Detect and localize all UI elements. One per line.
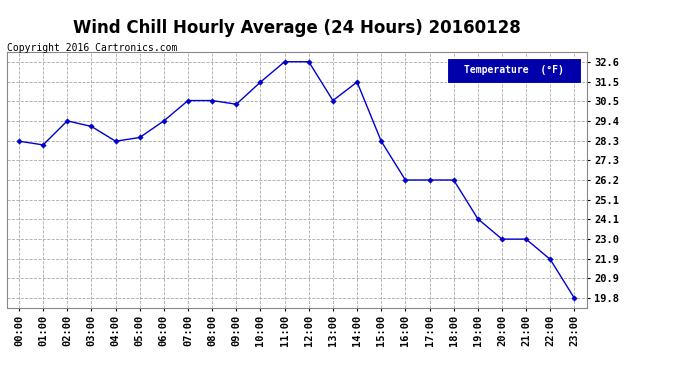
Text: Copyright 2016 Cartronics.com: Copyright 2016 Cartronics.com [7, 43, 177, 53]
Text: Wind Chill Hourly Average (24 Hours) 20160128: Wind Chill Hourly Average (24 Hours) 201… [73, 19, 520, 37]
